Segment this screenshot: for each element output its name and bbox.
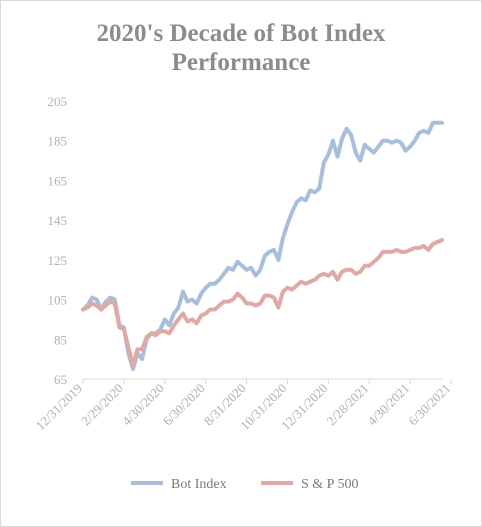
chart-title-line-1: 2020's Decade of Bot Index	[96, 20, 386, 47]
y-tick-label: 105	[48, 293, 68, 308]
y-tick-label: 165	[48, 173, 68, 188]
x-tick-label: 6/30/2021	[405, 381, 453, 429]
y-tick-label: 85	[54, 332, 67, 347]
y-tick-label: 185	[48, 134, 68, 149]
chart-title-line-2: Performance	[171, 49, 311, 76]
x-tick-label: 2/28/2021	[324, 381, 372, 429]
x-tick-label: 4/30/2020	[119, 381, 167, 429]
x-tick-label: 4/30/2021	[364, 381, 412, 429]
chart-title: 2020's Decade of Bot Index Performance	[1, 19, 481, 77]
x-tick-label: 12/31/2019	[33, 381, 85, 433]
series-line-bot-index	[81, 120, 444, 372]
y-tick-label: 205	[48, 94, 68, 109]
y-tick-label: 125	[48, 253, 68, 268]
x-tick-label: 2/29/2020	[78, 381, 126, 429]
x-tick-label: 6/30/2020	[160, 381, 208, 429]
y-tick-label: 145	[48, 213, 68, 228]
series-line-sp500	[81, 238, 444, 368]
y-tick-label: 65	[54, 372, 67, 387]
legend-label-sp500: S & P 500	[301, 477, 358, 492]
legend-label-bot-index: Bot Index	[171, 477, 227, 492]
